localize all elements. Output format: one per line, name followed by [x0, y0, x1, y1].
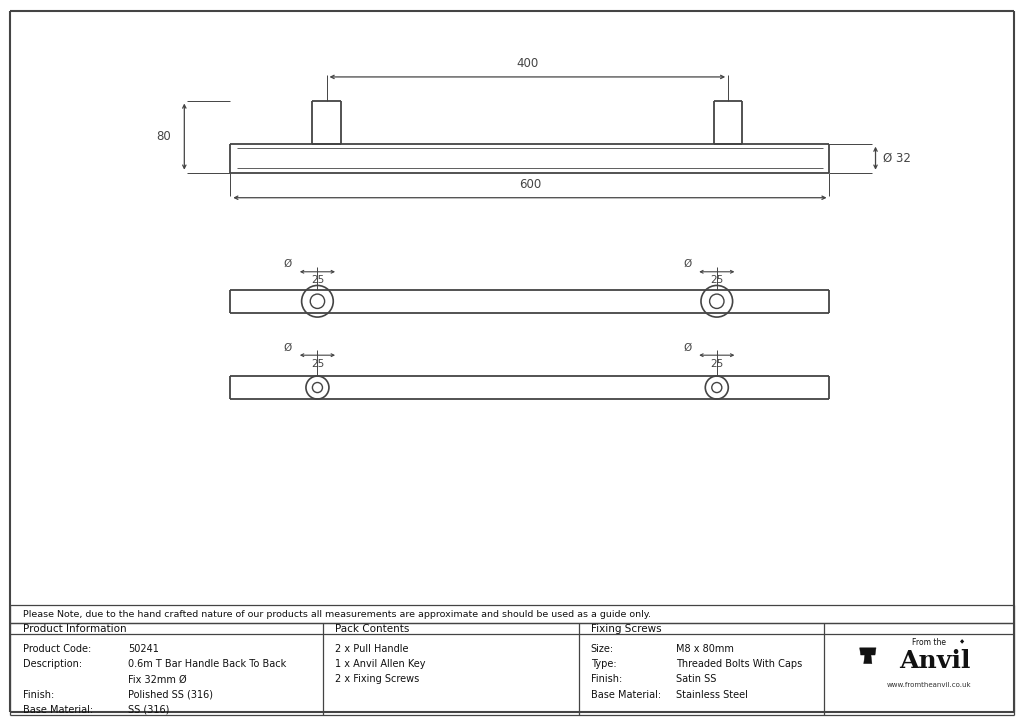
Text: Ø: Ø [683, 259, 691, 269]
Text: Satin SS: Satin SS [676, 674, 716, 684]
Text: Please Note, due to the hand crafted nature of our products all measurements are: Please Note, due to the hand crafted nat… [23, 610, 650, 619]
Polygon shape [859, 648, 876, 664]
Text: 25: 25 [311, 275, 324, 285]
Text: 25: 25 [711, 275, 723, 285]
Text: Finish:: Finish: [591, 674, 623, 684]
Text: 25: 25 [311, 359, 324, 369]
Text: 25: 25 [711, 359, 723, 369]
Text: M8 x 80mm: M8 x 80mm [676, 644, 734, 654]
Text: Pack Contents: Pack Contents [335, 624, 410, 633]
Text: www.fromtheanvil.co.uk: www.fromtheanvil.co.uk [887, 682, 972, 688]
Text: Stainless Steel: Stainless Steel [676, 690, 748, 700]
Text: Ø: Ø [683, 342, 691, 352]
Text: 1 x Anvil Allen Key: 1 x Anvil Allen Key [335, 659, 425, 669]
Text: 2 x Pull Handle: 2 x Pull Handle [335, 644, 409, 654]
Text: Size:: Size: [591, 644, 614, 654]
Text: Ø: Ø [284, 259, 292, 269]
Text: 0.6m T Bar Handle Back To Back: 0.6m T Bar Handle Back To Back [128, 659, 287, 669]
Text: Description:: Description: [23, 659, 82, 669]
Text: 600: 600 [519, 178, 541, 191]
Text: Anvil: Anvil [899, 649, 970, 673]
Text: Base Material:: Base Material: [23, 705, 92, 715]
Text: Ø: Ø [284, 342, 292, 352]
Text: 400: 400 [516, 57, 539, 70]
Text: 2 x Fixing Screws: 2 x Fixing Screws [335, 674, 419, 684]
Text: Product Information: Product Information [23, 624, 126, 633]
Text: 50241: 50241 [128, 644, 159, 654]
Text: From the: From the [912, 638, 946, 646]
Text: Base Material:: Base Material: [591, 690, 660, 700]
Text: Product Code:: Product Code: [23, 644, 91, 654]
Text: 80: 80 [157, 130, 171, 143]
Text: Type:: Type: [591, 659, 616, 669]
Text: Threaded Bolts With Caps: Threaded Bolts With Caps [676, 659, 802, 669]
Text: Fixing Screws: Fixing Screws [591, 624, 662, 633]
Text: Finish:: Finish: [23, 690, 54, 700]
Text: Polished SS (316): Polished SS (316) [128, 690, 213, 700]
Text: SS (316): SS (316) [128, 705, 169, 715]
Text: ◆: ◆ [959, 640, 965, 644]
Text: Fix 32mm Ø: Fix 32mm Ø [128, 674, 186, 684]
Text: Ø 32: Ø 32 [883, 152, 910, 165]
